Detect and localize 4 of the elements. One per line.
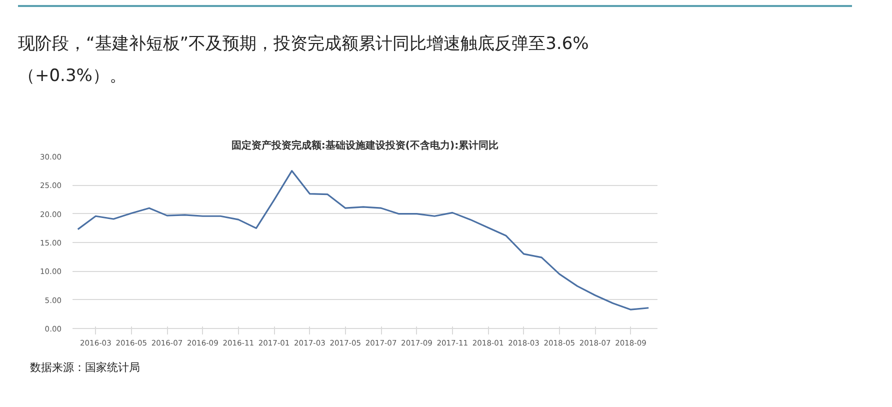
chart-title: 固定资产投资完成额:基础设施建设投资(不含电力):累计同比	[231, 140, 499, 152]
text: 现阶段，“基建补短板”不及预期，投资完成额累计同比增速触底反弹至3.6%（+0.3%）。	[18, 33, 590, 88]
line-series	[77, 170, 650, 310]
source-note: 数据来源：国家统计局	[30, 360, 140, 376]
